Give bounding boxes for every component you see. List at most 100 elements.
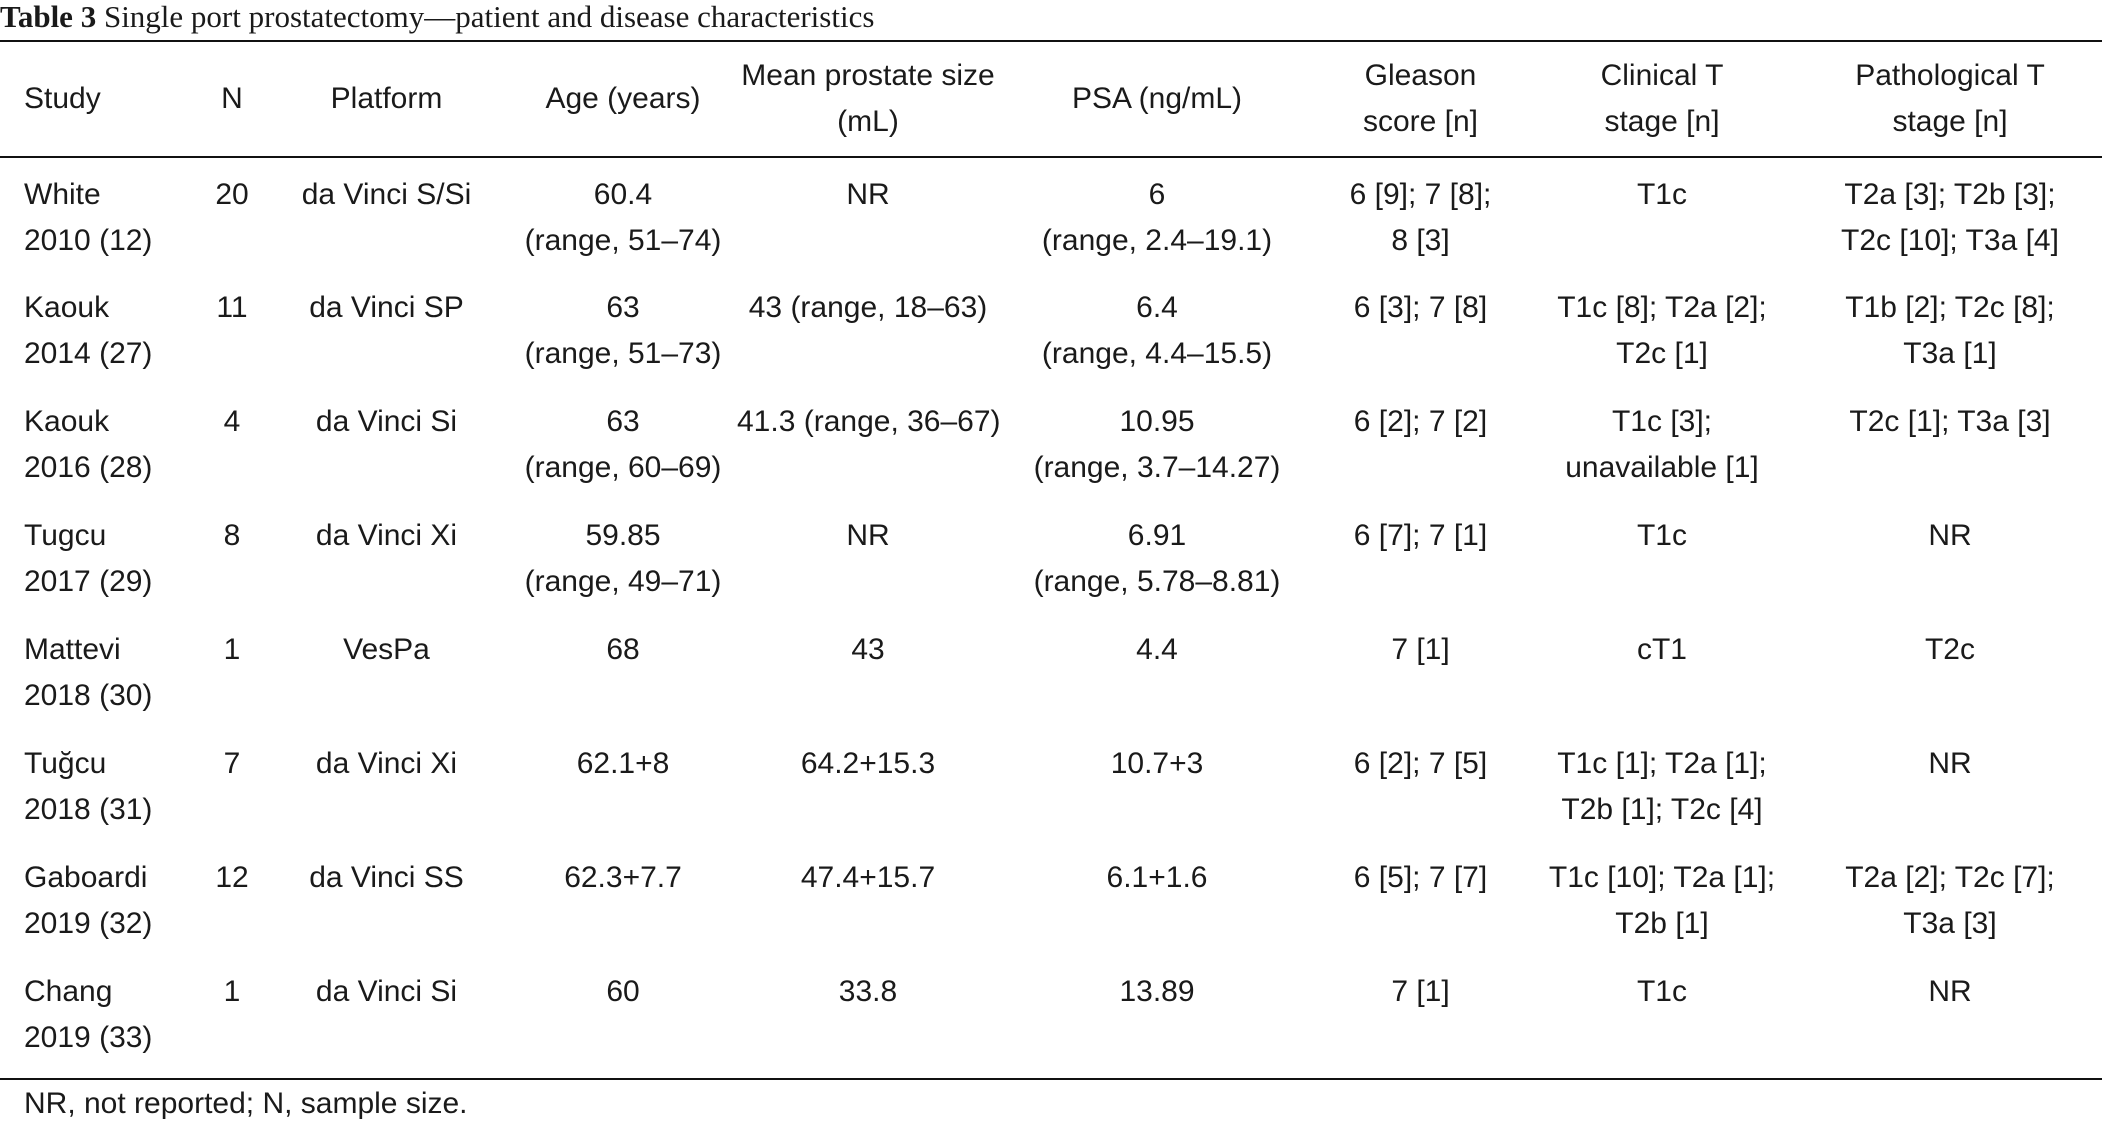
cell-line: T2c [1] (1616, 337, 1708, 370)
table-row: Mattevi 2018 (30) 1 VesPa 68 43 4.4 7 [1] cT1 T2c (0, 623, 2102, 737)
cell-prostate-size: 47.4+15.7 (737, 851, 999, 965)
cell-line: 62.1+8 (576, 747, 670, 780)
cell-line: 6 [9]; 7 [8]; (1349, 178, 1492, 211)
cell-line: 41.3 (range, 36–67) (737, 405, 1001, 438)
cell-line: T2c [10]; T3a [4] (1841, 224, 2059, 257)
cell-line: 6 [3]; 7 [8] (1353, 291, 1488, 324)
cell-platform: da Vinci Si (264, 965, 509, 1080)
cell-pathological-stage: NR (1798, 965, 2102, 1080)
cell-line: NR (1928, 975, 1972, 1008)
cell-line: da Vinci Xi (315, 747, 458, 780)
cell-line: 60.4 (593, 178, 653, 211)
cell-line: cT1 (1636, 633, 1687, 666)
cell-line: Kaouk (24, 291, 110, 324)
cell-age: 63 (range, 60–69) (509, 395, 737, 509)
cell-line: 4.4 (1136, 633, 1178, 666)
cell-line: 12 (215, 861, 249, 894)
cell-line: T1c (1636, 178, 1687, 211)
cell-line: NR (1928, 747, 1972, 780)
cell-line: da Vinci Si (315, 405, 458, 438)
cell-line: (range, 2.4–19.1) (1041, 224, 1273, 257)
cell-clinical-stage: cT1 (1526, 623, 1798, 737)
cell-platform: da Vinci Si (264, 395, 509, 509)
cell-line: 2019 (33) (24, 1021, 153, 1054)
cell-n: 7 (200, 737, 264, 851)
cell-prostate-size: NR (737, 157, 999, 281)
cell-line: 6.4 (1136, 291, 1178, 324)
cell-line: 2019 (32) (24, 907, 153, 940)
cell-gleason: 6 [7]; 7 [1] (1315, 509, 1526, 623)
cell-line: 8 [3] (1391, 224, 1450, 257)
header-cell-gleason: Gleason score [n] (1315, 40, 1526, 158)
cell-line: T1c [8]; T2a [2]; (1557, 291, 1767, 324)
cell-line: 11 (216, 291, 248, 324)
table-row: Gaboardi 2019 (32) 12 da Vinci SS 62.3+7.7 47… (0, 851, 2102, 965)
cell-line: 6 [5]; 7 [7] (1353, 861, 1488, 894)
header-cell-study: Study (0, 40, 200, 158)
cell-line: Tugcu (24, 519, 107, 552)
cell-n: 4 (200, 395, 264, 509)
cell-line: 64.2+15.3 (800, 747, 936, 780)
cell-line: Mattevi (24, 633, 121, 666)
cell-line: 43 (851, 633, 885, 666)
header-cell-age: Age (years) (509, 40, 737, 158)
cell-line: T2a [3]; T2b [3]; (1844, 178, 2056, 211)
cell-line: 8 (223, 519, 241, 552)
cell-age: 62.1+8 (509, 737, 737, 851)
table-row: Kaouk 2014 (27) 11 da Vinci SP 63 (range, 51–… (0, 281, 2102, 395)
cell-line: 2016 (28) (24, 451, 153, 484)
cell-age: 59.85 (range, 49–71) (509, 509, 737, 623)
cell-line: 13.89 (1119, 975, 1195, 1008)
cell-line: 62.3+7.7 (564, 861, 682, 894)
cell-line: da Vinci SP (309, 291, 464, 324)
cell-psa: 4.4 (999, 623, 1315, 737)
cell-line: (range, 60–69) (524, 451, 722, 484)
cell-line: 47.4+15.7 (800, 861, 936, 894)
table-row: Chang 2019 (33) 1 da Vinci Si 60 33.8 13.89 7 [… (0, 965, 2102, 1080)
cell-line: 10.95 (1119, 405, 1195, 438)
cell-prostate-size: 33.8 (737, 965, 999, 1080)
cell-platform: da Vinci Xi (264, 737, 509, 851)
cell-psa: 13.89 (999, 965, 1315, 1080)
cell-line: 60 (606, 975, 640, 1008)
cell-study: Mattevi 2018 (30) (0, 623, 200, 737)
cell-n: 20 (200, 157, 264, 281)
cell-clinical-stage: T1c [1]; T2a [1]; T2b [1]; T2c [4] (1526, 737, 1798, 851)
cell-line: 1 (223, 633, 241, 666)
cell-line: 63 (606, 405, 640, 438)
cell-platform: da Vinci S/Si (264, 157, 509, 281)
cell-line: T1c [10]; T2a [1]; (1548, 861, 1776, 894)
cell-line: T1c [3]; (1611, 405, 1713, 438)
cell-psa: 6.1+1.6 (999, 851, 1315, 965)
table-caption: Table 3 Single port prostatectomy—patien… (0, 0, 874, 34)
cell-age: 62.3+7.7 (509, 851, 737, 965)
cell-line: T1c (1636, 519, 1687, 552)
cell-line: 4 (223, 405, 241, 438)
cell-line: 68 (606, 633, 640, 666)
cell-line: 7 [1] (1391, 633, 1450, 666)
header-cell-n: N (200, 40, 264, 158)
cell-line: T3a [1] (1903, 337, 1997, 370)
cell-line: T3a [3] (1903, 907, 1997, 940)
cell-gleason: 6 [3]; 7 [8] (1315, 281, 1526, 395)
cell-age: 60.4 (range, 51–74) (509, 157, 737, 281)
cell-clinical-stage: T1c (1526, 157, 1798, 281)
cell-gleason: 6 [2]; 7 [2] (1315, 395, 1526, 509)
cell-prostate-size: NR (737, 509, 999, 623)
cell-prostate-size: 41.3 (range, 36–67) (737, 395, 1001, 509)
cell-line: 2018 (30) (24, 679, 153, 712)
cell-line: (range, 51–73) (524, 337, 722, 370)
cell-age: 68 (509, 623, 737, 737)
cell-gleason: 6 [2]; 7 [5] (1315, 737, 1526, 851)
cell-clinical-stage: T1c [10]; T2a [1]; T2b [1] (1526, 851, 1798, 965)
cell-n: 12 (200, 851, 264, 965)
cell-line: 10.7+3 (1110, 747, 1204, 780)
cell-gleason: 6 [5]; 7 [7] (1315, 851, 1526, 965)
cell-line: Chang (24, 975, 113, 1008)
cell-n: 1 (200, 623, 264, 737)
table-footnote: NR, not reported; N, sample size. (24, 1087, 468, 1120)
cell-age: 60 (509, 965, 737, 1080)
cell-study: Kaouk 2014 (27) (0, 281, 200, 395)
cell-line: da Vinci Si (315, 975, 458, 1008)
cell-clinical-stage: T1c (1526, 965, 1798, 1080)
